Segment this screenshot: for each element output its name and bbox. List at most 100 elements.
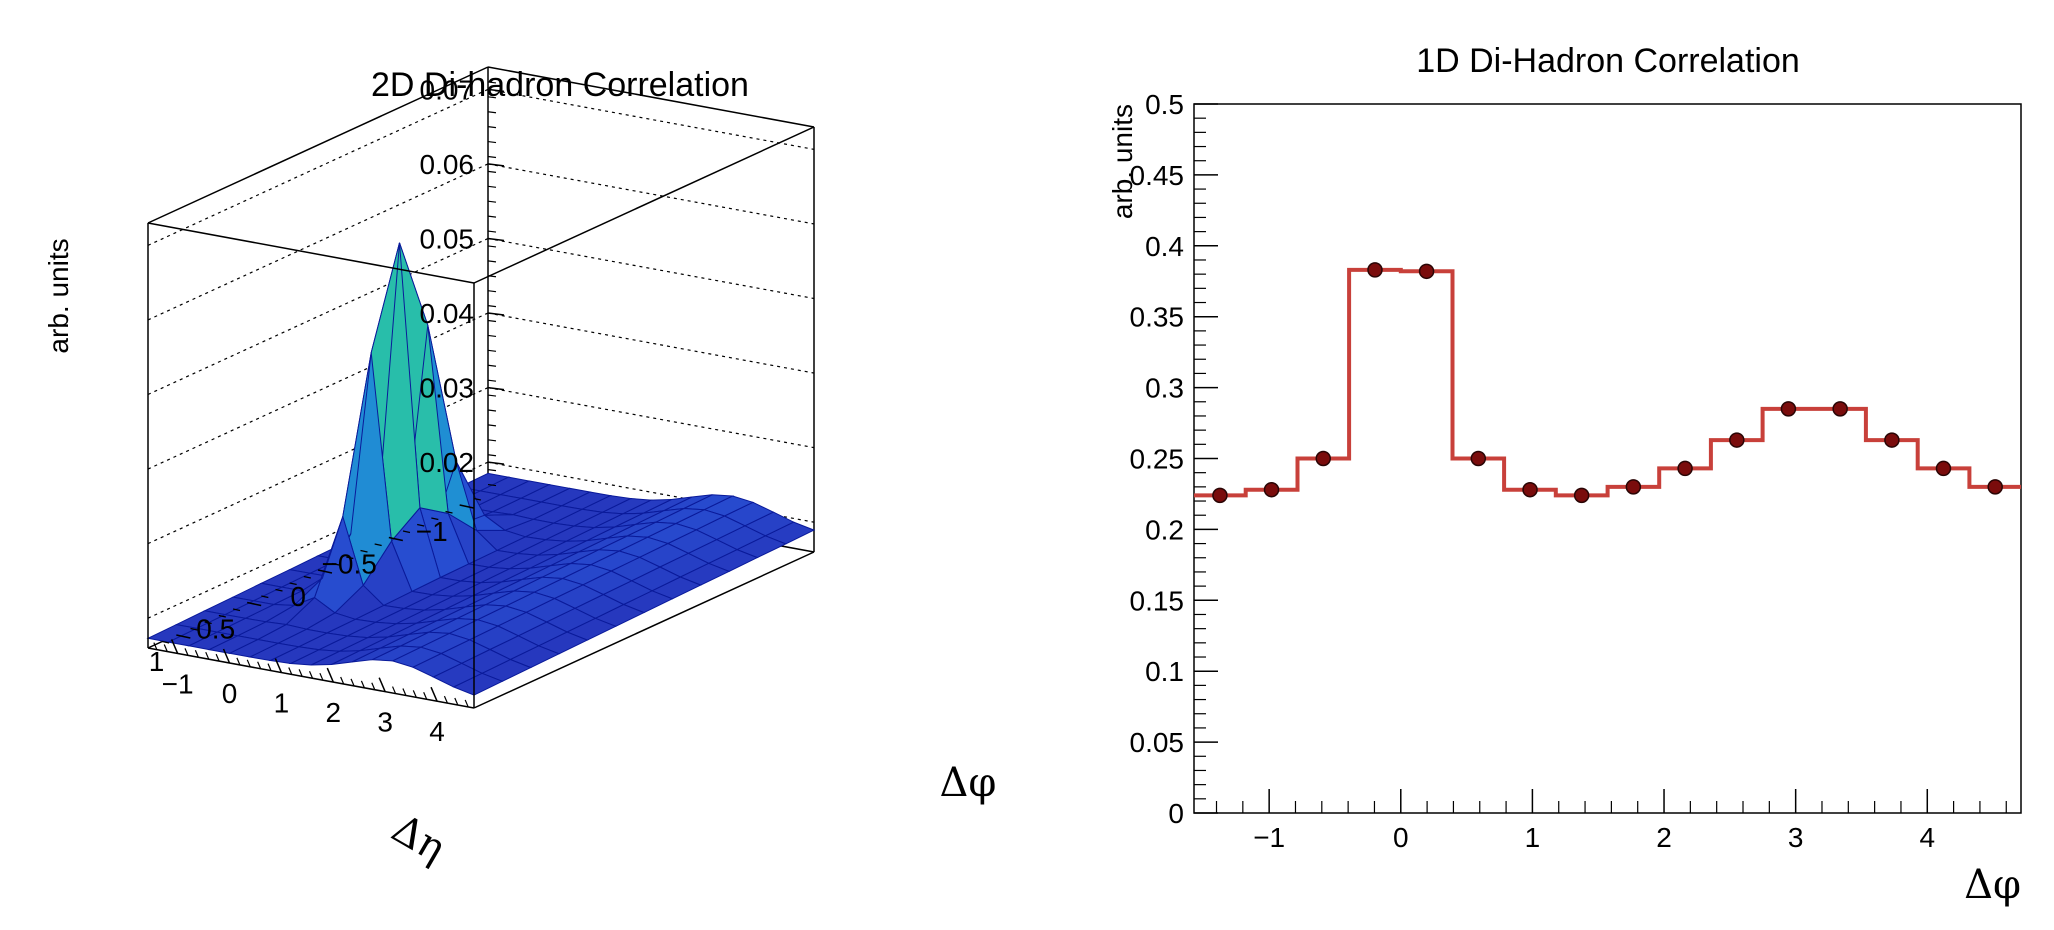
grid-line xyxy=(487,312,815,374)
z-minor-tick xyxy=(487,215,497,218)
data-point xyxy=(1212,487,1228,504)
z-minor-tick xyxy=(487,126,497,129)
z-minor-tick xyxy=(487,439,497,442)
surface-chart-3d: 2D Di-hadron Correlation 0.02 0.03 0.04 0.0… xyxy=(43,66,996,872)
y-tick-label: 0.25 xyxy=(1130,444,1185,475)
data-point xyxy=(1780,401,1797,417)
y-minor-tick xyxy=(218,614,226,618)
z-major-tick xyxy=(487,163,505,167)
y-tick-label: −0.5 xyxy=(322,549,377,580)
data-point xyxy=(1315,450,1332,467)
y-minor-tick xyxy=(445,510,453,514)
x-minor-tick xyxy=(215,653,220,662)
z-minor-tick xyxy=(487,170,497,173)
x-minor-tick xyxy=(319,672,324,681)
x-minor-tick xyxy=(298,669,303,677)
histogram-axes: 0 0.05 0.1 0.15 0.2 0.25 0.3 0.35 0.4 0.45 0.5 −1 0 1… xyxy=(1130,89,2007,853)
chart-title-2d: 2D Di-hadron Correlation xyxy=(371,66,749,104)
x-minor-tick xyxy=(454,697,459,706)
z-minor-tick xyxy=(487,454,497,457)
x-minor-tick xyxy=(423,692,428,700)
x-minor-tick xyxy=(163,644,168,652)
x-minor-tick xyxy=(267,663,272,671)
x-tick-label: 2 xyxy=(1656,822,1672,853)
x-tick-label: −1 xyxy=(1253,822,1285,853)
data-point xyxy=(1573,487,1590,504)
grid-line xyxy=(487,237,815,300)
y-minor-tick xyxy=(374,543,382,547)
y-tick-label: 0 xyxy=(1168,798,1184,829)
z-major-tick xyxy=(487,461,505,465)
y-minor-tick xyxy=(232,608,241,612)
y-major-tick xyxy=(247,601,262,607)
histogram-step-line xyxy=(1194,267,2021,498)
chart-title-1d: 1D Di-Hadron Correlation xyxy=(1416,42,1800,80)
x-tick-label: 4 xyxy=(429,716,445,747)
histogram-chart-1d: 1D Di-Hadron Correlation 0 0.05 0.1 0.15 0.2… xyxy=(1107,42,2022,908)
x-minor-tick xyxy=(246,659,251,668)
data-point xyxy=(1832,401,1848,417)
y-minor-tick xyxy=(473,497,481,501)
z-tick-label: 0.05 xyxy=(420,223,475,254)
frame-edge xyxy=(487,66,815,128)
data-point xyxy=(1522,481,1538,498)
z-tick-label: 0.02 xyxy=(420,447,475,478)
x-minor-tick xyxy=(308,671,314,679)
y-minor-tick xyxy=(303,575,311,579)
y-tick-label: 0.05 xyxy=(1130,727,1185,758)
x-tick-label: 1 xyxy=(274,688,290,719)
x-minor-tick xyxy=(391,686,397,694)
y-minor-tick xyxy=(275,588,283,592)
x-major-tick xyxy=(378,677,386,692)
z-minor-tick xyxy=(487,409,497,412)
x-minor-tick xyxy=(464,699,469,708)
y-major-tick xyxy=(388,536,403,542)
y-tick-label: 0.35 xyxy=(1130,302,1185,333)
x-minor-tick xyxy=(236,657,241,666)
data-point xyxy=(1935,460,1952,477)
x-minor-tick xyxy=(360,680,365,689)
y-minor-tick xyxy=(162,640,170,644)
x-minor-tick xyxy=(412,690,417,698)
frame-edge xyxy=(147,647,475,709)
x-tick-label: 3 xyxy=(377,707,393,738)
data-point xyxy=(1729,432,1745,448)
z-minor-tick xyxy=(487,424,497,427)
x-minor-tick xyxy=(340,676,345,685)
y-tick-label: 0.2 xyxy=(1145,514,1184,545)
z-minor-tick xyxy=(487,379,497,382)
grid-line xyxy=(487,387,815,449)
data-point xyxy=(1367,262,1383,278)
z-minor-tick xyxy=(487,185,497,188)
surface-cell xyxy=(146,624,199,643)
z-minor-tick xyxy=(487,275,497,278)
x-minor-tick xyxy=(205,651,210,660)
z-major-tick xyxy=(487,88,505,93)
x-tick-label: −1 xyxy=(162,668,194,699)
x-minor-tick xyxy=(350,678,355,687)
x-tick-label: 1 xyxy=(1525,822,1541,853)
x-tick-label: 4 xyxy=(1919,822,1935,853)
y-major-tick xyxy=(317,569,333,574)
x-major-tick xyxy=(170,639,179,654)
y-tick-label: 0.4 xyxy=(1145,231,1184,262)
z-minor-tick xyxy=(487,81,497,84)
y-major-tick xyxy=(459,504,474,509)
x-major-tick xyxy=(222,648,231,664)
y-minor-tick xyxy=(289,582,297,586)
frame-edge xyxy=(473,126,815,284)
z-minor-tick xyxy=(487,364,497,367)
x-tick-label: 3 xyxy=(1788,822,1804,853)
data-point xyxy=(1263,481,1280,498)
y-minor-tick xyxy=(431,517,439,521)
z-minor-tick xyxy=(487,394,497,397)
z-minor-tick xyxy=(487,96,497,99)
x-major-tick xyxy=(274,658,283,673)
z-tick-label: 0.04 xyxy=(420,298,475,329)
data-point xyxy=(1418,263,1435,280)
data-point xyxy=(1470,450,1487,467)
y-minor-tick xyxy=(332,562,340,566)
x-minor-tick xyxy=(443,695,448,704)
y-tick-label: 0.1 xyxy=(1145,656,1184,687)
